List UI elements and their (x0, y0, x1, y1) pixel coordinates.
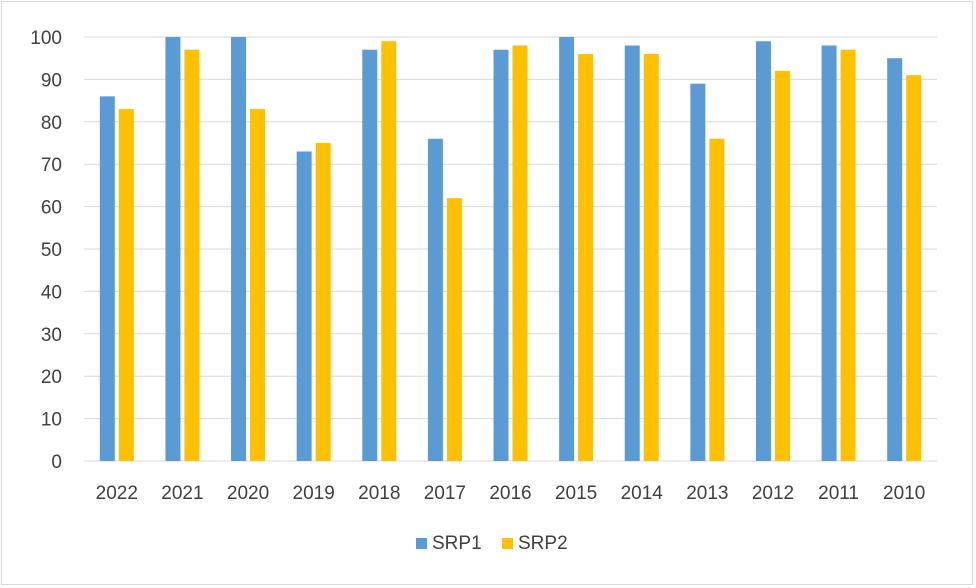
bar-srp2-2021 (184, 49, 200, 461)
bar-srp1-2013 (690, 83, 706, 461)
bar-srp2-2011 (840, 49, 856, 461)
y-tick-label: 50 (41, 240, 62, 261)
legend-label-srp1: SRP1 (432, 533, 482, 554)
x-tick-label: 2020 (227, 483, 269, 504)
bars (99, 37, 922, 462)
bar-srp2-2020 (250, 109, 266, 461)
y-tick-label: 100 (30, 28, 62, 49)
gridlines (84, 36, 937, 462)
bar-srp1-2020 (231, 37, 247, 461)
x-tick-label: 2019 (293, 483, 335, 504)
y-tick-label: 30 (41, 325, 62, 346)
bar-srp2-2016 (512, 45, 528, 461)
bar-srp1-2018 (362, 49, 378, 461)
y-tick-label: 80 (41, 113, 62, 134)
y-tick-label: 60 (41, 198, 62, 219)
y-tick-label: 40 (41, 282, 62, 303)
bar-srp1-2011 (821, 45, 837, 461)
bar-srp2-2012 (774, 70, 790, 462)
y-tick-label: 0 (51, 452, 62, 473)
bar-srp1-2012 (755, 41, 771, 462)
bar-srp2-2017 (446, 198, 462, 461)
x-tick-label: 2021 (161, 483, 203, 504)
x-tick-label: 2015 (555, 483, 597, 504)
bar-srp1-2021 (165, 37, 181, 461)
x-tick-label: 2013 (686, 483, 728, 504)
bar-srp2-2018 (381, 41, 397, 462)
bar-srp2-2015 (578, 53, 594, 462)
x-tick-label: 2012 (752, 483, 794, 504)
bar-srp2-2010 (906, 75, 922, 461)
bar-srp1-2014 (624, 45, 640, 461)
x-axis-tick-labels: 2022 2021 2020 2019 2018 2017 2016 2015 2014 2013… (96, 483, 926, 504)
x-tick-label: 2022 (96, 483, 138, 504)
y-tick-label: 90 (41, 70, 62, 91)
y-tick-label: 20 (41, 367, 62, 388)
x-tick-label: 2014 (621, 483, 664, 504)
y-tick-label: 70 (41, 155, 62, 176)
bar-srp1-2010 (887, 58, 903, 461)
y-axis-tick-labels: 0 10 20 30 40 50 60 70 80 90 100 (30, 28, 62, 473)
x-tick-label: 2010 (883, 483, 925, 504)
y-tick-label: 10 (41, 410, 62, 431)
bar-srp2-2022 (118, 109, 134, 461)
x-tick-label: 2017 (424, 483, 466, 504)
bar-srp1-2015 (559, 37, 575, 461)
legend: SRP1 SRP2 (416, 533, 568, 554)
legend-swatch-srp2 (502, 538, 513, 549)
bar-srp1-2017 (427, 138, 443, 461)
x-tick-label: 2018 (358, 483, 400, 504)
bar-srp2-2014 (643, 53, 659, 462)
x-tick-label: 2016 (489, 483, 531, 504)
legend-swatch-srp1 (416, 538, 427, 549)
bar-srp1-2016 (493, 49, 509, 461)
bar-srp1-2022 (99, 96, 115, 462)
x-tick-label: 2011 (818, 483, 859, 504)
bar-srp2-2019 (315, 143, 331, 461)
bar-srp2-2013 (709, 138, 725, 461)
bar-srp1-2019 (296, 151, 312, 462)
legend-label-srp2: SRP2 (518, 533, 568, 554)
